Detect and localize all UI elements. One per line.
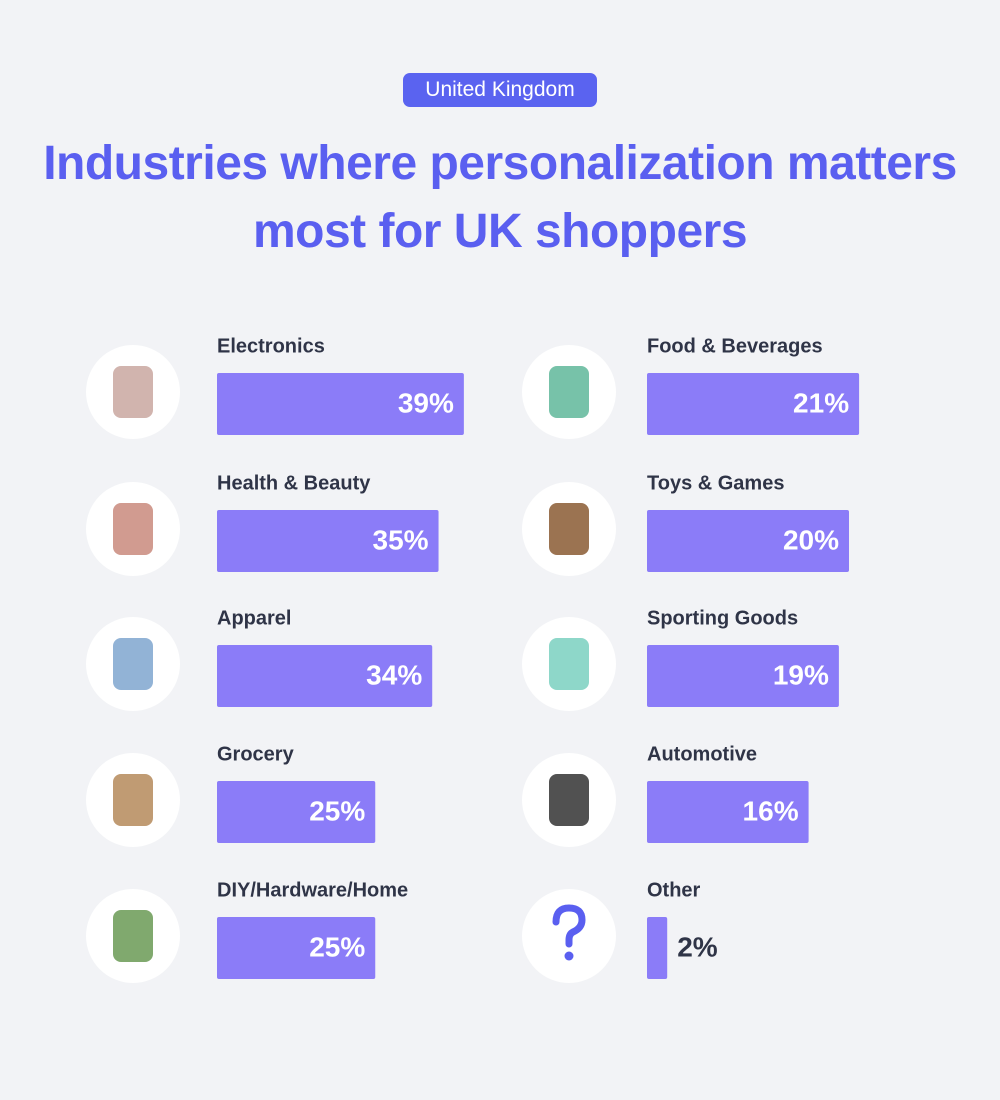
bar [217,917,376,979]
value-label: 19% [773,659,829,690]
category-label: Automotive [647,743,757,765]
value-label: 2% [677,931,718,962]
icon-shape [549,638,589,690]
question-dot [564,951,574,961]
value-label: 16% [743,795,799,826]
bar [217,645,433,707]
category-label: Health & Beauty [217,472,371,494]
icon-shape [113,774,153,826]
bar [647,917,668,979]
bar [647,645,839,707]
region-badge: United Kingdom [403,73,597,107]
category-label: Sporting Goods [647,607,798,629]
category-label: DIY/Hardware/Home [217,879,408,901]
value-label: 34% [366,659,422,690]
question-icon [552,904,586,948]
bar [647,373,860,435]
bar [217,510,439,572]
value-label: 35% [373,524,429,555]
icon-shape [113,910,153,962]
category-label: Other [647,879,701,901]
category-label: Toys & Games [647,472,784,494]
category-label: Electronics [217,335,325,357]
category-label: Apparel [217,607,291,629]
icon-shape [113,503,153,555]
category-label: Food & Beverages [647,335,823,357]
value-label: 21% [793,387,849,418]
value-label: 20% [783,524,839,555]
chart-title: Industries where personalization matters… [43,137,957,258]
icon-shape [113,638,153,690]
bar [217,781,376,843]
bar [217,373,464,435]
icon-shape [549,774,589,826]
icon-shape [549,503,589,555]
value-label: 39% [398,387,454,418]
bar [647,510,849,572]
value-label: 25% [309,795,365,826]
category-label: Grocery [217,743,295,765]
icon-shape [549,366,589,418]
icon-shape [113,366,153,418]
bar [647,781,809,843]
value-label: 25% [309,931,365,962]
